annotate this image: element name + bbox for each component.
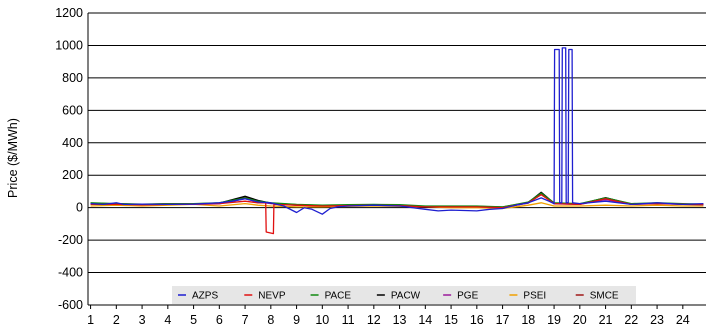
y-tick-label: 200 — [62, 168, 83, 182]
gridlines — [88, 12, 706, 306]
y-axis-title: Price ($/MWh) — [6, 118, 20, 198]
series-line-azps — [90, 47, 704, 215]
y-tick-label: -200 — [58, 233, 83, 247]
x-tick-label: 3 — [139, 313, 146, 327]
legend-label-psei: PSEI — [523, 291, 546, 302]
x-tick-label: 1 — [87, 313, 94, 327]
legend: AZPS NEVP PACE PACW PGE PSEI SMCE — [172, 286, 636, 304]
y-tick-label: -400 — [58, 266, 83, 280]
x-tick-label: 18 — [521, 313, 535, 327]
x-tick-label: 7 — [242, 313, 249, 327]
x-tick-label: 19 — [547, 313, 561, 327]
x-tick-label: 2 — [113, 313, 120, 327]
y-tick-label: -600 — [58, 298, 83, 312]
legend-label-pge: PGE — [457, 291, 478, 302]
x-tick-label: 6 — [216, 313, 223, 327]
x-tick-label: 20 — [573, 313, 587, 327]
legend-label-azps: AZPS — [192, 291, 218, 302]
x-tick-label: 14 — [418, 313, 432, 327]
y-tick-label: 400 — [62, 136, 83, 150]
x-tick-label: 21 — [599, 313, 613, 327]
y-tick-label: 600 — [62, 103, 83, 117]
x-tick-label: 24 — [676, 313, 690, 327]
y-tick-label: 1200 — [55, 6, 83, 20]
x-tick-label: 22 — [624, 313, 638, 327]
x-tick-label: 23 — [650, 313, 664, 327]
legend-label-smce: SMCE — [590, 291, 619, 302]
legend-box — [172, 286, 636, 304]
y-tick-label: 0 — [76, 201, 83, 215]
legend-label-pacw: PACW — [391, 291, 421, 302]
x-tick-label: 4 — [164, 313, 171, 327]
x-tick-label: 12 — [367, 313, 381, 327]
series-line-nevp — [90, 194, 704, 235]
x-tick-label: 16 — [470, 313, 484, 327]
y-tick-label: 800 — [62, 71, 83, 85]
x-tick-label: 9 — [293, 313, 300, 327]
x-tick-label: 13 — [393, 313, 407, 327]
x-tick-label: 5 — [190, 313, 197, 327]
legend-label-nevp: NEVP — [258, 291, 286, 302]
x-tick-label: 8 — [267, 313, 274, 327]
x-tick-label: 11 — [342, 313, 355, 327]
series-lines — [90, 47, 704, 235]
y-tick-label: 1000 — [55, 38, 83, 52]
x-tick-label: 10 — [315, 313, 329, 327]
x-tick-label: 17 — [496, 313, 510, 327]
x-tick-label: 15 — [444, 313, 458, 327]
legend-label-pace: PACE — [325, 291, 352, 302]
